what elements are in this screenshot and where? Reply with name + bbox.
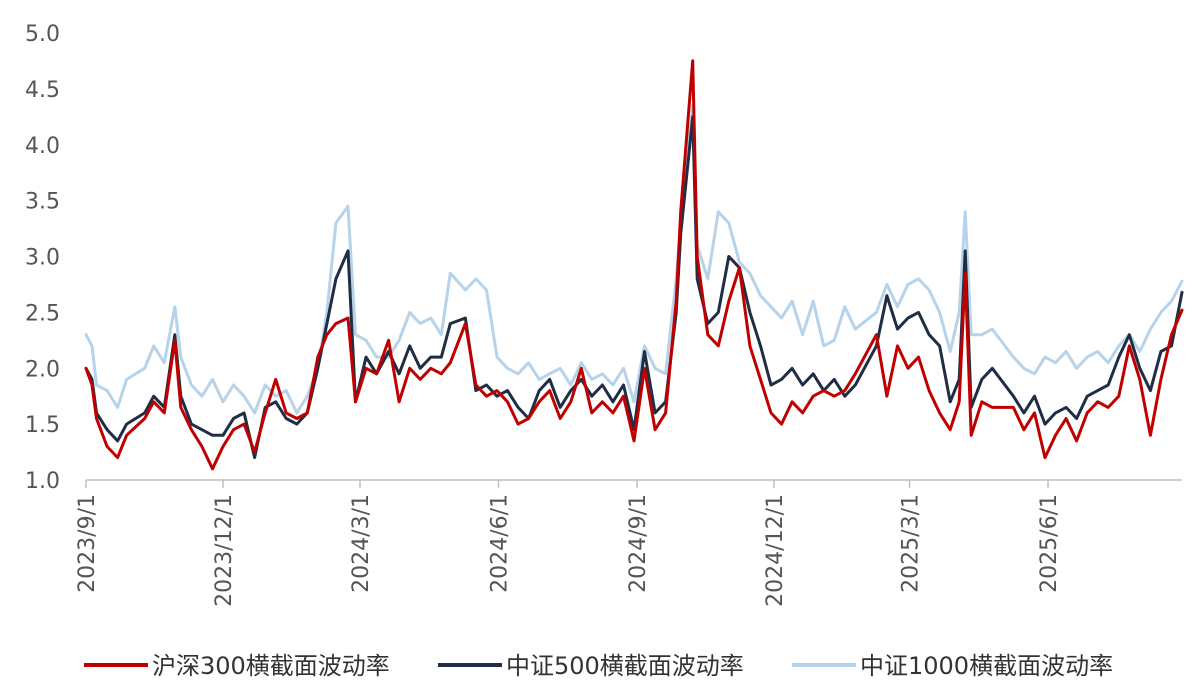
- y-tick-label: 2.5: [25, 301, 60, 326]
- y-tick-label: 4.5: [25, 78, 60, 103]
- x-tick-label: 2024/12/1: [763, 494, 788, 607]
- legend-label-zz500: 中证500横截面波动率: [506, 652, 744, 680]
- x-tick-label: 2023/12/1: [212, 494, 237, 607]
- legend-label-hs300: 沪深300横截面波动率: [152, 652, 390, 680]
- y-tick-label: 1.5: [25, 413, 60, 438]
- legend-item-zz1000[interactable]: 中证1000横截面波动率: [792, 652, 1113, 680]
- x-axis: 2023/9/1 2023/12/1 2024/3/1 2024/6/1 2024/9/…: [75, 479, 1182, 607]
- x-tick-label: 2025/6/1: [1037, 494, 1062, 593]
- x-tick-label: 2024/3/1: [349, 494, 374, 593]
- x-tick-label: 2023/9/1: [75, 494, 100, 593]
- x-tick-label: 2024/6/1: [488, 494, 513, 593]
- y-tick-label: 5.0: [25, 22, 60, 47]
- y-tick-label: 2.0: [25, 357, 60, 382]
- series-line-0[interactable]: [84, 104, 1184, 415]
- series-layer: [84, 59, 1184, 471]
- legend-item-hs300[interactable]: 沪深300横截面波动率: [84, 652, 390, 680]
- legend: 沪深300横截面波动率 中证500横截面波动率 中证1000横截面波动率: [84, 652, 1113, 680]
- y-axis: 1.0 1.5 2.0 2.5 3.0 3.5 4.0 4.5 5.0: [25, 22, 60, 494]
- x-tick-label: 2024/9/1: [626, 494, 651, 593]
- legend-item-zz500[interactable]: 中证500横截面波动率: [438, 652, 744, 680]
- legend-label-zz1000: 中证1000横截面波动率: [860, 652, 1113, 680]
- y-tick-label: 3.0: [25, 246, 60, 271]
- x-tick-label: 2025/3/1: [899, 494, 924, 593]
- series-line-2[interactable]: [84, 59, 1184, 471]
- y-tick-label: 4.0: [25, 134, 60, 159]
- y-tick-label: 1.0: [25, 469, 60, 494]
- y-tick-label: 3.5: [25, 190, 60, 215]
